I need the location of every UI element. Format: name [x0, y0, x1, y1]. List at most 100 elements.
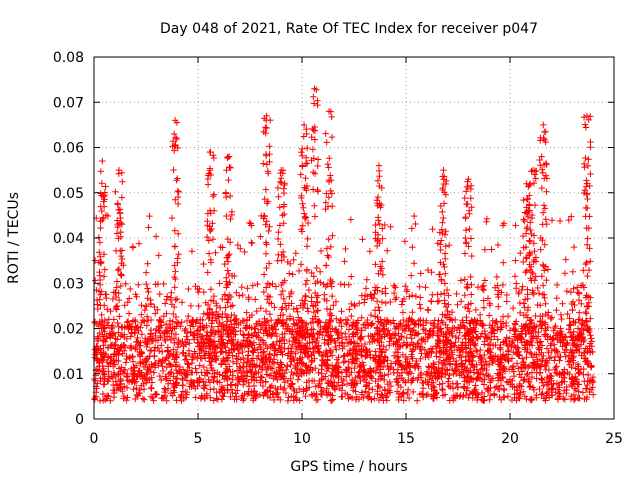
data-point [303, 243, 311, 250]
data-point [174, 200, 182, 208]
data-point [204, 175, 212, 183]
data-point [515, 290, 522, 297]
data-point [457, 298, 465, 305]
data-point [129, 244, 137, 251]
data-point [541, 291, 548, 298]
data-point [372, 221, 379, 229]
data-point [98, 311, 105, 319]
data-point [302, 293, 310, 300]
data-point [364, 394, 372, 402]
data-point [253, 307, 260, 315]
data-point [499, 281, 507, 289]
data-point [337, 280, 344, 288]
data-point [107, 397, 114, 404]
data-point [408, 292, 416, 299]
data-point [454, 301, 461, 308]
data-point [479, 365, 486, 372]
data-point [416, 283, 423, 290]
data-point [123, 355, 130, 363]
data-point [226, 163, 233, 171]
data-point [527, 396, 534, 403]
data-point [462, 215, 469, 222]
data-point [296, 397, 303, 404]
data-point [425, 307, 432, 314]
data-point [342, 330, 349, 338]
data-point [582, 124, 590, 131]
data-point [158, 376, 165, 384]
data-point [583, 183, 590, 190]
data-point [170, 166, 177, 174]
x-tick-label: 5 [194, 431, 203, 447]
data-point [267, 116, 274, 124]
data-point [285, 302, 292, 309]
data-point [467, 195, 475, 202]
data-point [133, 384, 140, 392]
data-point [272, 283, 280, 290]
data-point [227, 393, 234, 401]
x-tick-label: 10 [293, 431, 311, 447]
data-point [161, 300, 169, 307]
data-point [538, 325, 545, 332]
data-point [576, 309, 583, 316]
data-point [185, 312, 192, 320]
data-point [178, 299, 186, 306]
data-point [461, 194, 468, 202]
data-point [195, 302, 202, 310]
data-point [568, 213, 575, 220]
data-point [537, 246, 544, 253]
data-point [543, 276, 550, 284]
x-tick-label: 15 [397, 431, 415, 447]
data-point [277, 175, 285, 182]
data-point [465, 308, 473, 315]
data-point [140, 386, 148, 393]
data-point [125, 310, 133, 317]
data-point [223, 212, 230, 220]
data-point [327, 172, 334, 179]
data-point [373, 324, 381, 331]
data-point [325, 164, 332, 171]
data-point [174, 318, 181, 326]
data-point [335, 335, 343, 342]
data-point [368, 321, 375, 328]
data-point [264, 345, 271, 352]
data-point [262, 239, 270, 246]
data-point [520, 258, 527, 266]
data-point [185, 285, 192, 293]
data-point [233, 289, 240, 296]
data-point [490, 391, 498, 398]
data-point [443, 286, 451, 294]
data-point [559, 300, 566, 307]
data-point [504, 348, 512, 355]
data-point [275, 193, 282, 200]
data-point [276, 178, 284, 186]
data-point [143, 322, 151, 329]
data-point [304, 235, 311, 243]
x-axis-tick-labels: 0 5 10 15 20 25 [90, 431, 623, 447]
data-point [393, 294, 400, 301]
data-point [537, 338, 544, 345]
data-point [262, 307, 270, 315]
data-point [329, 202, 336, 210]
data-point [472, 306, 480, 314]
data-point [141, 306, 149, 314]
data-point [254, 280, 261, 288]
data-point [583, 259, 590, 266]
data-point [527, 219, 534, 226]
data-point [164, 344, 172, 351]
data-point [168, 214, 176, 222]
data-point [245, 330, 253, 338]
data-point [363, 276, 371, 283]
data-point [417, 270, 424, 277]
data-point [533, 375, 540, 382]
data-point [304, 308, 312, 315]
data-point [135, 281, 142, 288]
data-point [263, 241, 270, 248]
data-point [302, 292, 309, 299]
x-axis-label: GPS time / hours [290, 459, 407, 475]
data-point [512, 222, 519, 229]
data-point [374, 193, 382, 201]
data-point [227, 215, 234, 223]
data-point [218, 348, 225, 355]
data-point [262, 124, 269, 131]
data-point [163, 397, 170, 404]
